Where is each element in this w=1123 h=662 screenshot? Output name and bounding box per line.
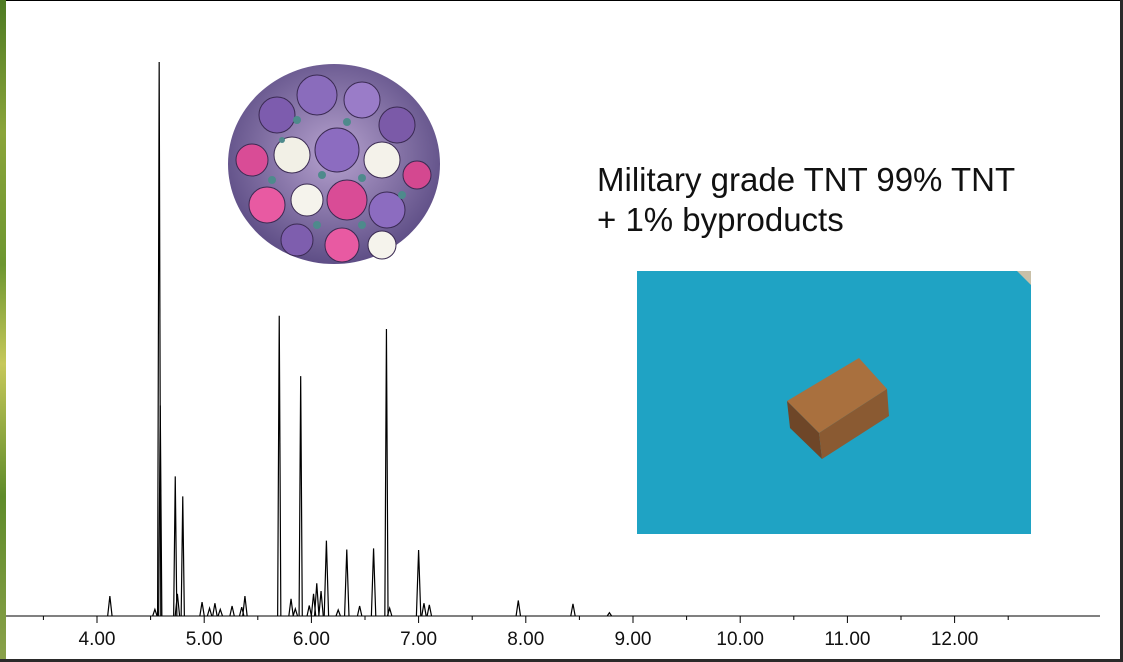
caption: Military grade TNT 99% TNT + 1% byproduc… bbox=[597, 160, 1117, 240]
chromatogram-peak bbox=[306, 605, 313, 617]
chromatogram-peak bbox=[217, 607, 224, 617]
chromatogram-peak bbox=[242, 595, 248, 617]
chromatogram-peak bbox=[173, 476, 178, 617]
chromatogram-peak bbox=[415, 550, 422, 617]
chromatogram-peak bbox=[212, 603, 218, 617]
chromatogram-peak bbox=[356, 605, 363, 617]
chromatogram-peak bbox=[323, 540, 330, 617]
chromatogram-peak bbox=[288, 598, 294, 617]
rose-bouquet-image bbox=[228, 64, 440, 264]
chromatogram-peak bbox=[238, 606, 245, 617]
top-border bbox=[0, 0, 1123, 1]
chromatogram-peak bbox=[384, 329, 389, 617]
chromatogram-peak bbox=[152, 607, 158, 617]
chromatogram-peak bbox=[570, 603, 576, 617]
chromatogram-peak bbox=[335, 608, 341, 617]
chromatogram-peak bbox=[370, 548, 377, 617]
right-border bbox=[1120, 0, 1123, 662]
bottom-border bbox=[0, 659, 1123, 662]
chromatogram-peak bbox=[277, 315, 282, 617]
chromatogram-peak bbox=[310, 593, 317, 617]
chromatogram-peak bbox=[107, 595, 113, 617]
x-tick-label: 6.00 bbox=[293, 629, 330, 650]
chromatogram-peak bbox=[199, 602, 205, 617]
chromatogram-peak bbox=[386, 606, 393, 617]
chromatogram-peak bbox=[292, 606, 299, 617]
x-axis-ticks: 4.00 5.00 6.00 7.00 8.00 9.00 10.00 11.00 12.00 bbox=[42, 616, 1009, 650]
chromatogram-peak bbox=[343, 549, 350, 617]
chromatogram-peak bbox=[298, 376, 303, 617]
x-tick-label: 11.00 bbox=[824, 629, 870, 650]
chromatogram-peak bbox=[156, 61, 162, 617]
x-tick-label: 8.00 bbox=[507, 629, 544, 650]
left-decorative-strip bbox=[0, 0, 6, 662]
x-tick-label: 7.00 bbox=[400, 629, 437, 650]
tnt-block-image bbox=[637, 271, 1031, 534]
chromatogram-peak bbox=[606, 611, 613, 617]
chromatogram-peak bbox=[313, 583, 320, 617]
chromatogram-peak bbox=[515, 600, 522, 617]
caption-line-1: Military grade TNT 99% TNT bbox=[597, 161, 1016, 198]
chromatogram-peak bbox=[426, 604, 433, 617]
chromatogram-peak bbox=[180, 496, 185, 617]
chromatogram-peak bbox=[421, 603, 427, 617]
x-tick-label: 10.00 bbox=[716, 629, 764, 650]
x-tick-label: 4.00 bbox=[79, 629, 116, 650]
caption-line-2: + 1% byproducts bbox=[597, 201, 844, 238]
x-tick-label: 5.00 bbox=[186, 629, 223, 650]
chromatogram-peak bbox=[158, 405, 163, 617]
chromatogram-peak bbox=[318, 591, 324, 617]
x-tick-label: 12.00 bbox=[931, 629, 979, 650]
chromatogram-peak bbox=[174, 593, 181, 617]
x-tick-label: 9.00 bbox=[615, 629, 652, 650]
chromatogram-peak bbox=[229, 605, 235, 617]
chromatogram-peak bbox=[206, 606, 213, 617]
